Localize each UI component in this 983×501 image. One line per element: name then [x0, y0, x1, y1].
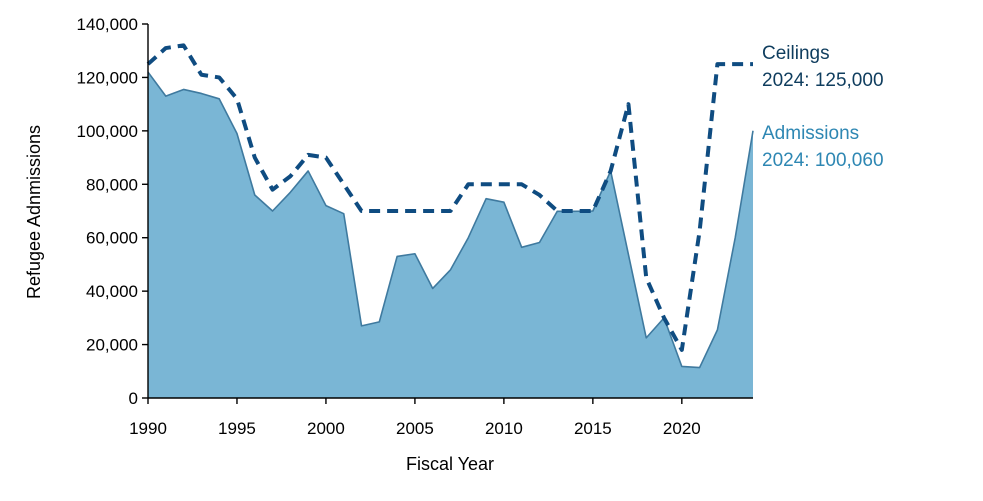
tick-labels: 0 20,000 40,000 60,000 80,000 100,000 120,000 1… — [77, 15, 701, 438]
y-tick-label: 0 — [129, 389, 138, 408]
x-tick-label: 2015 — [574, 419, 612, 438]
x-tick-label: 2000 — [307, 419, 345, 438]
x-tick-label: 2020 — [663, 419, 701, 438]
ceilings-line-layer — [146, 43, 753, 352]
y-tick-label: 80,000 — [86, 175, 138, 194]
x-tick-label: 1995 — [218, 419, 256, 438]
admissions-outline — [147, 71, 754, 369]
ceilings-annotation-line2: 2024: 125,000 — [762, 70, 884, 91]
ceilings-line — [146, 43, 753, 352]
x-tick-label: 2005 — [396, 419, 434, 438]
admissions-area-layer — [147, 71, 754, 398]
x-tick-label: 2010 — [485, 419, 523, 438]
admissions-annotation-line2: 2024: 100,060 — [762, 150, 884, 171]
y-tick-label: 140,000 — [77, 15, 138, 34]
y-tick-label: 40,000 — [86, 282, 138, 301]
admissions-annotation-line1: Admissions — [762, 123, 859, 144]
x-tick-label: 1990 — [129, 419, 167, 438]
axes — [142, 23, 753, 404]
y-axis-title: Refugee Adnmissions — [24, 125, 44, 299]
admissions-area — [148, 72, 753, 398]
y-tick-label: 20,000 — [86, 336, 138, 355]
y-tick-label: 60,000 — [86, 229, 138, 248]
x-axis-title: Fiscal Year — [406, 454, 494, 474]
y-tick-label: 100,000 — [77, 122, 138, 141]
ceilings-annotation-line1: Ceilings — [762, 43, 830, 64]
y-tick-label: 120,000 — [77, 68, 138, 87]
